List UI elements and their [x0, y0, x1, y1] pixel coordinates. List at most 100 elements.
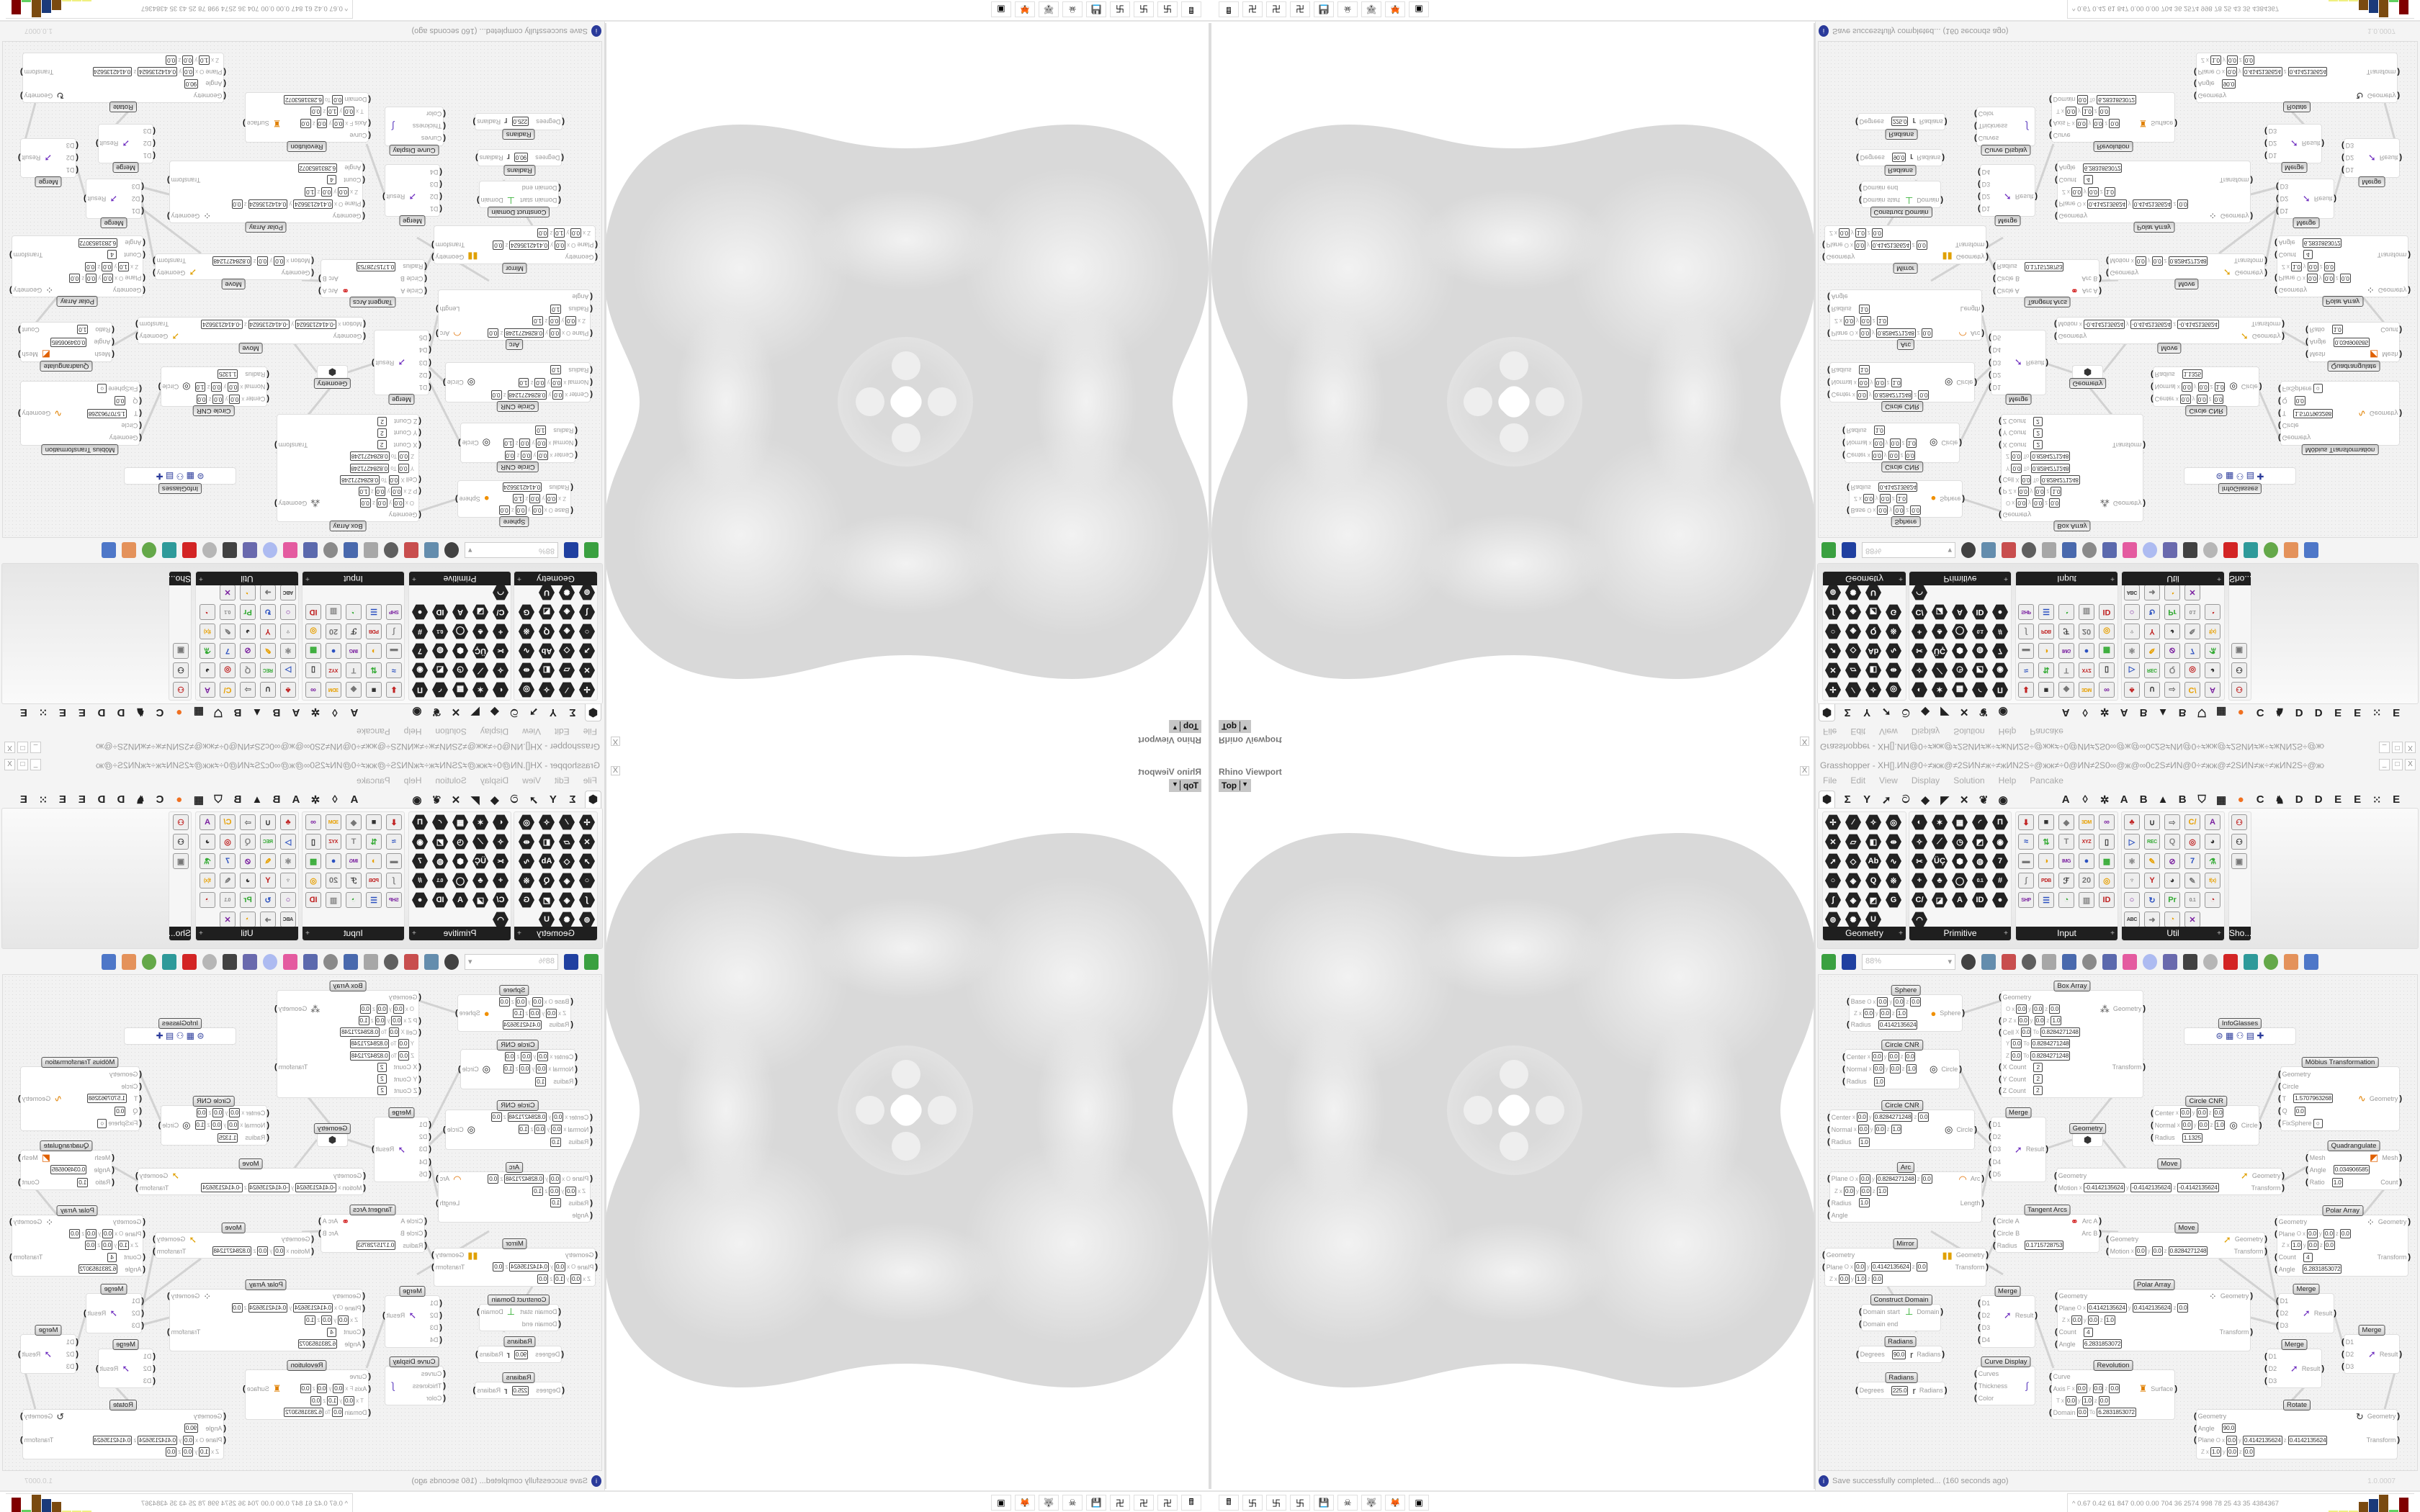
component-icon[interactable]: ◷ — [452, 662, 468, 678]
input-grip[interactable]: ( — [1978, 192, 1981, 202]
input-grip[interactable]: ( — [139, 396, 142, 405]
value-field[interactable]: 0.034906585 — [2333, 337, 2370, 347]
component-icon[interactable]: ≈ — [386, 834, 402, 850]
tab-gear-icon[interactable]: ✲ — [310, 706, 321, 719]
input-grip[interactable]: ( — [590, 328, 593, 338]
component-icon[interactable]: ♆ — [2124, 624, 2140, 639]
tab-letter-b[interactable]: B — [2178, 793, 2187, 806]
component-icon[interactable]: ◇ — [1845, 643, 1861, 659]
input-grip[interactable]: ( — [266, 382, 269, 392]
component-icon[interactable]: ■ — [366, 682, 382, 698]
component-icon[interactable]: ▯ — [305, 834, 321, 850]
palette-panel-label[interactable]: Geometry + — [1823, 927, 1906, 940]
value-field[interactable]: 1.0 — [550, 1137, 562, 1147]
component-icon[interactable]: 3DM — [2079, 682, 2094, 698]
input-grip[interactable]: ( — [368, 95, 371, 104]
component-title[interactable]: Revolution — [287, 141, 327, 152]
input-grip[interactable]: ( — [570, 483, 573, 492]
input-grip[interactable]: ( — [2276, 207, 2279, 216]
value-field[interactable]: 0.0 — [536, 1064, 547, 1074]
input-grip[interactable]: ( — [1847, 506, 1850, 515]
value-field[interactable]: 1.0 — [532, 1186, 544, 1196]
input-grip[interactable]: ( — [2341, 141, 2344, 150]
component-icon[interactable]: Y — [260, 624, 276, 639]
input-grip[interactable]: ( — [2278, 421, 2281, 431]
value-field[interactable]: 0.034906585 — [2333, 1165, 2370, 1175]
output-grip[interactable]: ) — [2399, 350, 2402, 359]
component-icon[interactable]: ▬ — [2018, 643, 2034, 659]
input-grip[interactable]: ( — [2278, 1094, 2281, 1103]
value-field[interactable]: 0.0 — [2323, 1229, 2334, 1239]
red-gem-icon[interactable] — [182, 542, 197, 558]
firefox-icon[interactable]: 🦊 — [1385, 1, 1405, 17]
value-field[interactable]: 0.0 — [166, 55, 177, 65]
value-field[interactable]: 1.0 — [535, 426, 547, 436]
value-field[interactable]: 0.8284271248 — [212, 256, 252, 266]
tab-rooster-icon[interactable]: ♞ — [135, 706, 145, 719]
component-icon[interactable]: A — [2205, 814, 2220, 830]
value-field[interactable]: 0.0 — [2020, 474, 2032, 485]
component-title[interactable]: Sphere — [1891, 985, 1921, 996]
component-icon[interactable]: Q — [1865, 624, 1881, 639]
input-grip[interactable]: ( — [143, 1253, 145, 1262]
tab-letter-b[interactable]: B — [272, 706, 281, 719]
component-icon[interactable]: f(x) — [200, 873, 215, 888]
value-field[interactable]: 0.0 — [1918, 390, 1930, 400]
component-icon[interactable]: ✕ — [579, 662, 595, 678]
input-grip[interactable]: ( — [1822, 1251, 1825, 1260]
palette-panel-label[interactable]: Geometry + — [514, 572, 597, 585]
output-grip[interactable]: ) — [2399, 1349, 2402, 1359]
component-title[interactable]: Geometry — [2069, 1123, 2107, 1134]
component-icon[interactable]: C/ — [1912, 892, 1927, 908]
output-grip[interactable]: ) — [18, 409, 21, 418]
component-icon[interactable]: ∫ — [1825, 892, 1841, 908]
value-field[interactable]: 6.2831853072 — [284, 1408, 323, 1418]
value-field[interactable]: 1.5707963268 — [87, 1094, 127, 1104]
input-grip[interactable]: ( — [368, 1372, 371, 1382]
value-field[interactable]: 0.0 — [1888, 450, 1899, 460]
value-field[interactable]: 0.4142135624 — [2132, 199, 2172, 209]
viewport-close-button[interactable]: X — [1800, 737, 1809, 746]
value-field[interactable]: 0.8284271248 — [2168, 1246, 2208, 1256]
component-icon[interactable]: ◧ — [1865, 662, 1881, 678]
component-icon[interactable]: 0.1 — [432, 873, 448, 888]
component-icon[interactable]: SHP — [386, 892, 402, 908]
component-title[interactable]: Polar Array — [2133, 222, 2174, 233]
component-icon[interactable]: A — [200, 682, 215, 698]
tab-mesh-icon[interactable]: ◤ — [471, 793, 480, 806]
value-field[interactable]: 0.0 — [490, 390, 502, 400]
value-field[interactable]: 0.4142135624 — [138, 1435, 178, 1445]
value-field[interactable]: 0.0 — [316, 118, 328, 128]
value-field[interactable]: 0.0 — [2307, 1241, 2318, 1251]
cluster-icon[interactable] — [384, 542, 398, 558]
component-icon[interactable]: ⇹ — [1886, 662, 1901, 678]
value-field[interactable]: 0.0 — [2076, 94, 2088, 104]
component-icon[interactable]: ♣ — [1932, 873, 1948, 888]
component-icon[interactable]: ✎ — [2184, 873, 2200, 888]
green-shape-icon[interactable] — [142, 542, 156, 558]
input-grip[interactable]: ( — [418, 1027, 421, 1037]
tab-letter-e[interactable]: E — [2334, 793, 2342, 806]
component-icon[interactable]: ∫ — [2018, 873, 2034, 888]
email-icon[interactable] — [364, 542, 378, 558]
palette-panel-label[interactable]: Sho... — [2229, 572, 2251, 585]
maze-app-icon[interactable]: 卐 — [1157, 1495, 1178, 1511]
tab-mesh-icon[interactable]: ◤ — [1940, 793, 1949, 806]
value-field[interactable]: 0.0 — [1856, 390, 1868, 400]
component-icon[interactable]: ⊘ — [240, 853, 256, 869]
value-field[interactable]: -0.4142135624 — [201, 320, 243, 329]
input-grip[interactable]: ( — [424, 286, 427, 295]
component-construct-domain[interactable]: Construct Domain(Domain start ⊥ Domain)(Do… — [477, 181, 561, 217]
component-circle-cnr[interactable]: Circle CNR(Center x 0.0 y 0.0 z 0.0(Normal x 0.0… — [1842, 1040, 1962, 1089]
component-icon[interactable]: ▥ — [326, 604, 341, 620]
value-field[interactable]: 1.0 — [199, 55, 210, 65]
expand-panel-icon[interactable]: + — [2217, 575, 2221, 582]
maze-app-icon[interactable]: 卐 — [1242, 1, 1263, 17]
component-icon[interactable]: ✺ — [1845, 585, 1861, 600]
input-grip[interactable]: ( — [2264, 151, 2267, 161]
maze-app-icon[interactable]: 卐 — [1110, 1495, 1130, 1511]
component-icon[interactable]: ∫ — [386, 624, 402, 639]
component-icon[interactable]: ◧ — [539, 834, 555, 850]
